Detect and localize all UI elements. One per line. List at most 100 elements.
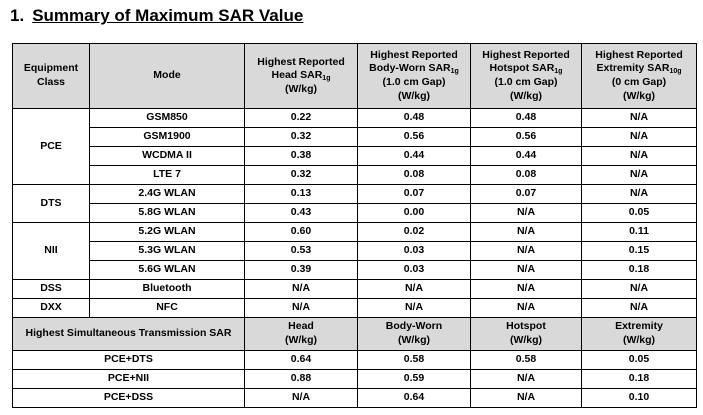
table-row: DTS 2.4G WLAN 0.13 0.07 0.07 N/A [12,184,697,223]
hotspot-value: N/A [470,388,582,408]
hotspot-sar-header: Highest Reported Hotspot SAR1g (1.0 cm G… [470,43,582,109]
simultaneous-row: PCE+NII 0.88 0.59 N/A 0.18 [12,369,697,389]
head-sar-header: Highest Reported Head SAR1g (W/kg) [244,43,358,109]
simultaneous-row: PCE+DSS N/A 0.64 N/A 0.10 [12,388,697,408]
head-value: N/A [244,298,358,318]
head-value: 0.32 [244,127,358,147]
simultaneous-header-label: Highest Simultaneous Transmission SAR [12,317,245,351]
mode-cell: GSM850 [89,108,245,128]
hotspot-value: 0.48 [470,108,582,128]
hotspot-value: N/A [470,241,582,261]
extremity-value: 0.18 [581,260,697,280]
body-worn-value: 0.03 [357,241,471,261]
extremity-value: 0.05 [581,350,697,370]
extremity-value: N/A [581,146,697,166]
simultaneous-head-header: Head (W/kg) [244,317,358,351]
extremity-value: N/A [581,298,697,318]
table-row: WCDMA II 0.38 0.44 0.44 N/A [13,146,697,166]
hotspot-value: N/A [470,222,582,242]
extremity-value: N/A [581,184,697,204]
body-worn-value: 0.48 [357,108,471,128]
head-value: 0.64 [244,350,358,370]
mode-header: Mode [89,43,245,109]
section-heading: 1. Summary of Maximum SAR Value [10,6,303,26]
combination-cell: PCE+DSS [12,388,245,408]
body-worn-value: 0.58 [357,350,471,370]
hotspot-value: 0.56 [470,127,582,147]
body-worn-value: 0.56 [357,127,471,147]
body-worn-value: 0.03 [357,260,471,280]
head-value: 0.13 [244,184,358,204]
body-worn-value: N/A [357,279,471,299]
hotspot-value: 0.07 [470,184,582,204]
head-value: 0.53 [244,241,358,261]
equipment-class-header: Equipment Class [12,43,90,109]
mode-cell: GSM1900 [89,127,245,147]
body-worn-value: 0.00 [357,203,471,223]
equipment-class-nii: NII [12,222,90,280]
mode-cell: 5.2G WLAN [89,222,245,242]
combination-cell: PCE+DTS [12,350,245,370]
body-worn-value: 0.59 [357,369,471,389]
head-value: N/A [244,388,358,408]
head-value: 0.22 [244,108,358,128]
extremity-value: 0.11 [581,222,697,242]
simultaneous-hotspot-header: Hotspot (W/kg) [470,317,582,351]
table-row: GSM1900 0.32 0.56 0.56 N/A [13,127,697,147]
simultaneous-row: PCE+DTS 0.64 0.58 0.58 0.05 [12,350,697,370]
hotspot-value: 0.58 [470,350,582,370]
head-value: 0.39 [244,260,358,280]
mode-cell: 5.8G WLAN [89,203,245,223]
body-worn-value: 0.44 [357,146,471,166]
table-row: DXX NFC N/A N/A N/A N/A [12,298,697,318]
body-worn-value: 0.07 [357,184,471,204]
equipment-class-dss: DSS [12,279,90,299]
simultaneous-header-row: Highest Simultaneous Transmission SAR He… [12,317,697,351]
table-row: 5.6G WLAN 0.39 0.03 N/A 0.18 [13,260,697,280]
extremity-value: N/A [581,127,697,147]
hotspot-value: 0.44 [470,146,582,166]
table-row: NII 5.2G WLAN 0.60 0.02 N/A 0.11 [12,222,697,280]
table-row: 5.8G WLAN 0.43 0.00 N/A 0.05 [13,203,697,223]
mode-cell: WCDMA II [89,146,245,166]
combination-cell: PCE+NII [12,369,245,389]
head-value: 0.38 [244,146,358,166]
head-value: 0.60 [244,222,358,242]
equipment-class-pce: PCE [12,108,90,185]
body-worn-sar-header: Highest Reported Body-Worn SAR1g (1.0 cm… [357,43,471,109]
body-worn-value: 0.02 [357,222,471,242]
body-worn-value: N/A [357,298,471,318]
extremity-value: 0.15 [581,241,697,261]
extremity-value: N/A [581,165,697,185]
extremity-value: N/A [581,279,697,299]
extremity-value: N/A [581,108,697,128]
equipment-class-dts: DTS [12,184,90,223]
table-row: 5.3G WLAN 0.53 0.03 N/A 0.15 [13,241,697,261]
body-worn-value: 0.64 [357,388,471,408]
hotspot-value: 0.08 [470,165,582,185]
extremity-value: 0.05 [581,203,697,223]
mode-cell: 5.3G WLAN [89,241,245,261]
section-number: 1. [10,6,25,25]
simultaneous-extremity-header: Extremity (W/kg) [581,317,697,351]
mode-cell: 5.6G WLAN [89,260,245,280]
mode-cell: 2.4G WLAN [89,184,245,204]
head-value: N/A [244,279,358,299]
hotspot-value: N/A [470,203,582,223]
hotspot-value: N/A [470,298,582,318]
extremity-value: 0.18 [581,369,697,389]
hotspot-value: N/A [470,369,582,389]
head-value: 0.88 [244,369,358,389]
simultaneous-body-header: Body-Worn (W/kg) [357,317,471,351]
table-row: LTE 7 0.32 0.08 0.08 N/A [13,165,697,185]
extremity-value: 0.10 [581,388,697,408]
mode-cell: LTE 7 [89,165,245,185]
head-value: 0.32 [244,165,358,185]
mode-cell: Bluetooth [89,279,245,299]
hotspot-value: N/A [470,260,582,280]
sar-summary-table: Equipment Class Mode Highest Reported He… [12,43,697,408]
body-worn-value: 0.08 [357,165,471,185]
section-title: Summary of Maximum SAR Value [32,6,304,25]
extremity-sar-header: Highest Reported Extremity SAR10g (0 cm … [581,43,697,109]
table-header-row: Equipment Class Mode Highest Reported He… [12,43,697,109]
